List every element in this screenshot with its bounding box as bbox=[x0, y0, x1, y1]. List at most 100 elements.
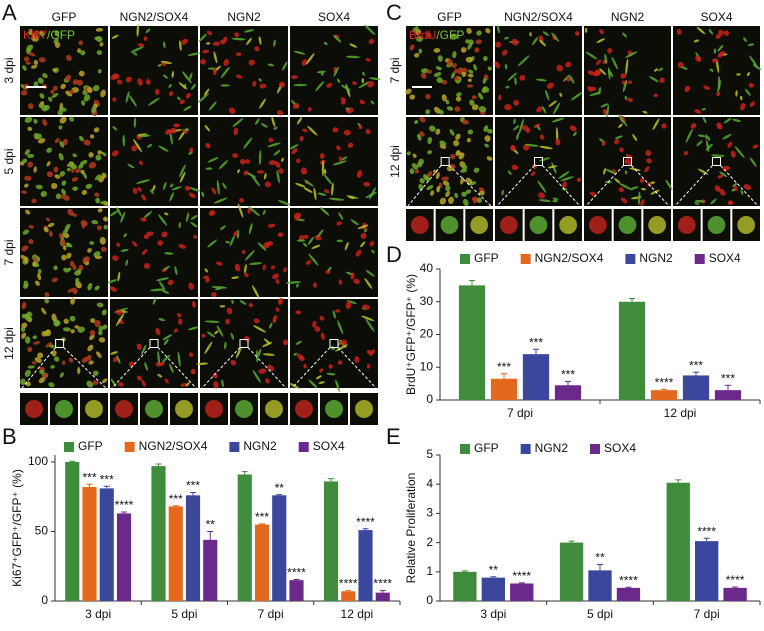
cell bbox=[536, 78, 547, 82]
cell bbox=[336, 145, 341, 151]
cell bbox=[116, 206, 122, 217]
cell bbox=[435, 172, 440, 180]
cell bbox=[275, 278, 280, 284]
legend-swatch bbox=[590, 444, 601, 454]
cell bbox=[418, 158, 424, 165]
cell bbox=[164, 252, 174, 255]
cell bbox=[25, 209, 31, 215]
cell bbox=[34, 357, 42, 363]
cell bbox=[69, 315, 76, 322]
cell bbox=[47, 222, 55, 228]
cell bbox=[263, 338, 271, 345]
cell bbox=[701, 107, 706, 111]
cell bbox=[198, 33, 207, 42]
cell bbox=[69, 116, 75, 122]
cell bbox=[694, 199, 705, 203]
cell bbox=[277, 232, 284, 238]
cell bbox=[731, 188, 736, 192]
cell bbox=[212, 41, 221, 46]
cell bbox=[137, 187, 142, 192]
cell bbox=[445, 190, 451, 197]
cell bbox=[658, 67, 664, 72]
cell bbox=[296, 158, 301, 164]
column-label: SOX4 bbox=[700, 10, 732, 24]
cell bbox=[718, 29, 724, 36]
cell bbox=[132, 187, 138, 195]
cell bbox=[72, 153, 77, 158]
cell bbox=[665, 179, 673, 191]
cell bbox=[467, 69, 474, 74]
cell bbox=[188, 352, 194, 357]
cell bbox=[169, 132, 173, 145]
cell bbox=[511, 164, 519, 171]
cell bbox=[418, 48, 423, 54]
cell bbox=[78, 264, 84, 271]
cell bbox=[164, 212, 169, 216]
cell bbox=[117, 382, 124, 387]
x-tick-label: 7 dpi bbox=[258, 607, 284, 621]
cell bbox=[115, 400, 133, 418]
cell bbox=[677, 216, 696, 234]
cell bbox=[553, 102, 561, 115]
cell bbox=[228, 107, 236, 114]
legend-swatch bbox=[460, 254, 470, 264]
bar bbox=[481, 577, 505, 601]
cell bbox=[54, 138, 60, 144]
cell bbox=[39, 369, 45, 375]
cell bbox=[328, 364, 333, 369]
bar bbox=[82, 486, 97, 601]
cell bbox=[272, 318, 277, 324]
cell bbox=[35, 263, 40, 268]
cell bbox=[70, 297, 75, 305]
cell bbox=[137, 134, 151, 138]
cell bbox=[86, 380, 94, 388]
cell bbox=[252, 285, 260, 299]
row-label: 5 dpi bbox=[2, 148, 16, 174]
cell bbox=[91, 220, 99, 225]
cell bbox=[98, 325, 104, 332]
cell bbox=[273, 39, 276, 47]
cell bbox=[446, 106, 454, 111]
significance: *** bbox=[82, 470, 96, 484]
legend-swatch bbox=[460, 444, 470, 454]
cell bbox=[213, 51, 218, 64]
cell bbox=[436, 77, 443, 83]
cell bbox=[219, 39, 226, 45]
cell bbox=[161, 231, 168, 238]
cell bbox=[336, 221, 343, 226]
cell bbox=[78, 135, 84, 142]
cell bbox=[243, 170, 249, 176]
cell bbox=[639, 178, 645, 183]
cell bbox=[607, 47, 613, 54]
error-bar bbox=[121, 511, 127, 514]
cell bbox=[471, 104, 479, 111]
cell bbox=[188, 282, 194, 290]
cell bbox=[555, 127, 559, 143]
cell bbox=[552, 197, 559, 201]
cell bbox=[204, 268, 209, 273]
cell bbox=[690, 123, 697, 129]
cell bbox=[89, 241, 95, 245]
cell bbox=[278, 168, 284, 174]
cell bbox=[476, 30, 482, 36]
cell bbox=[71, 287, 78, 295]
cell bbox=[545, 89, 550, 101]
cell bbox=[253, 318, 260, 324]
cell bbox=[246, 37, 252, 46]
cell bbox=[178, 318, 183, 325]
legend-swatch bbox=[694, 254, 705, 264]
cell bbox=[211, 292, 217, 298]
cell bbox=[54, 174, 61, 179]
legend-swatch bbox=[229, 442, 240, 452]
error-bar bbox=[379, 590, 386, 593]
cell bbox=[454, 76, 460, 81]
cell bbox=[38, 57, 46, 63]
cell bbox=[727, 141, 733, 148]
cell bbox=[234, 263, 241, 272]
cell bbox=[27, 126, 33, 131]
cell bbox=[25, 61, 31, 65]
cell bbox=[556, 64, 564, 72]
cell bbox=[336, 239, 344, 243]
